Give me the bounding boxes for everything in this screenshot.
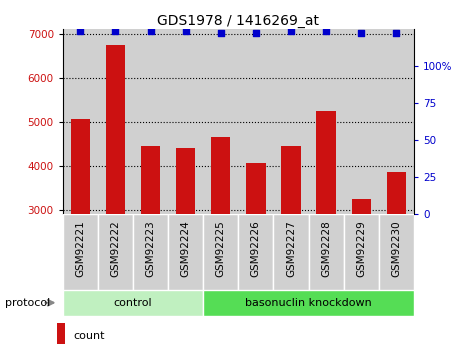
Bar (98, 29, 133, 214)
Bar (63, 29, 98, 214)
Bar (309, 214, 344, 290)
Bar (63, 290, 203, 316)
Bar (238, 29, 273, 214)
Bar (281, 146, 301, 214)
Text: count: count (73, 331, 105, 341)
Point (322, 28, 330, 34)
Point (147, 28, 154, 34)
Text: GSM92223: GSM92223 (146, 220, 156, 277)
Bar (386, 172, 406, 214)
Title: GDS1978 / 1416269_at: GDS1978 / 1416269_at (157, 14, 319, 28)
Text: control: control (113, 298, 153, 308)
Point (392, 30, 400, 36)
Bar (106, 45, 125, 214)
Bar (316, 111, 336, 214)
Text: GSM92226: GSM92226 (251, 220, 261, 277)
Bar (203, 214, 239, 290)
Bar (352, 198, 371, 214)
Bar (203, 29, 238, 214)
Point (182, 28, 189, 34)
Bar (344, 29, 379, 214)
Bar (273, 29, 309, 214)
Bar (379, 29, 414, 214)
Bar (168, 29, 203, 214)
Text: GSM92221: GSM92221 (75, 220, 86, 277)
Text: GSM92225: GSM92225 (216, 220, 226, 277)
Bar (239, 214, 273, 290)
Bar (176, 148, 195, 214)
Text: GSM92222: GSM92222 (110, 220, 120, 277)
Bar (63, 214, 98, 290)
Point (252, 30, 259, 36)
Text: protocol: protocol (5, 298, 50, 308)
Bar (211, 137, 231, 214)
Bar (98, 214, 133, 290)
Bar (71, 119, 90, 214)
Bar (168, 214, 203, 290)
Text: GSM92230: GSM92230 (391, 220, 401, 277)
Bar (273, 214, 309, 290)
Bar (133, 29, 168, 214)
Bar (203, 290, 414, 316)
Bar (309, 29, 344, 214)
Point (112, 28, 119, 34)
Point (358, 30, 365, 36)
Bar (57, 323, 65, 344)
Bar (141, 146, 160, 214)
Text: basonuclin knockdown: basonuclin knockdown (245, 298, 372, 308)
Point (77, 28, 84, 34)
Text: GSM92228: GSM92228 (321, 220, 331, 277)
Bar (246, 164, 266, 214)
Bar (133, 214, 168, 290)
Text: GSM92227: GSM92227 (286, 220, 296, 277)
Point (217, 30, 225, 36)
Bar (344, 214, 379, 290)
Point (287, 28, 295, 34)
Text: GSM92224: GSM92224 (180, 220, 191, 277)
Text: GSM92229: GSM92229 (356, 220, 366, 277)
Bar (379, 214, 414, 290)
